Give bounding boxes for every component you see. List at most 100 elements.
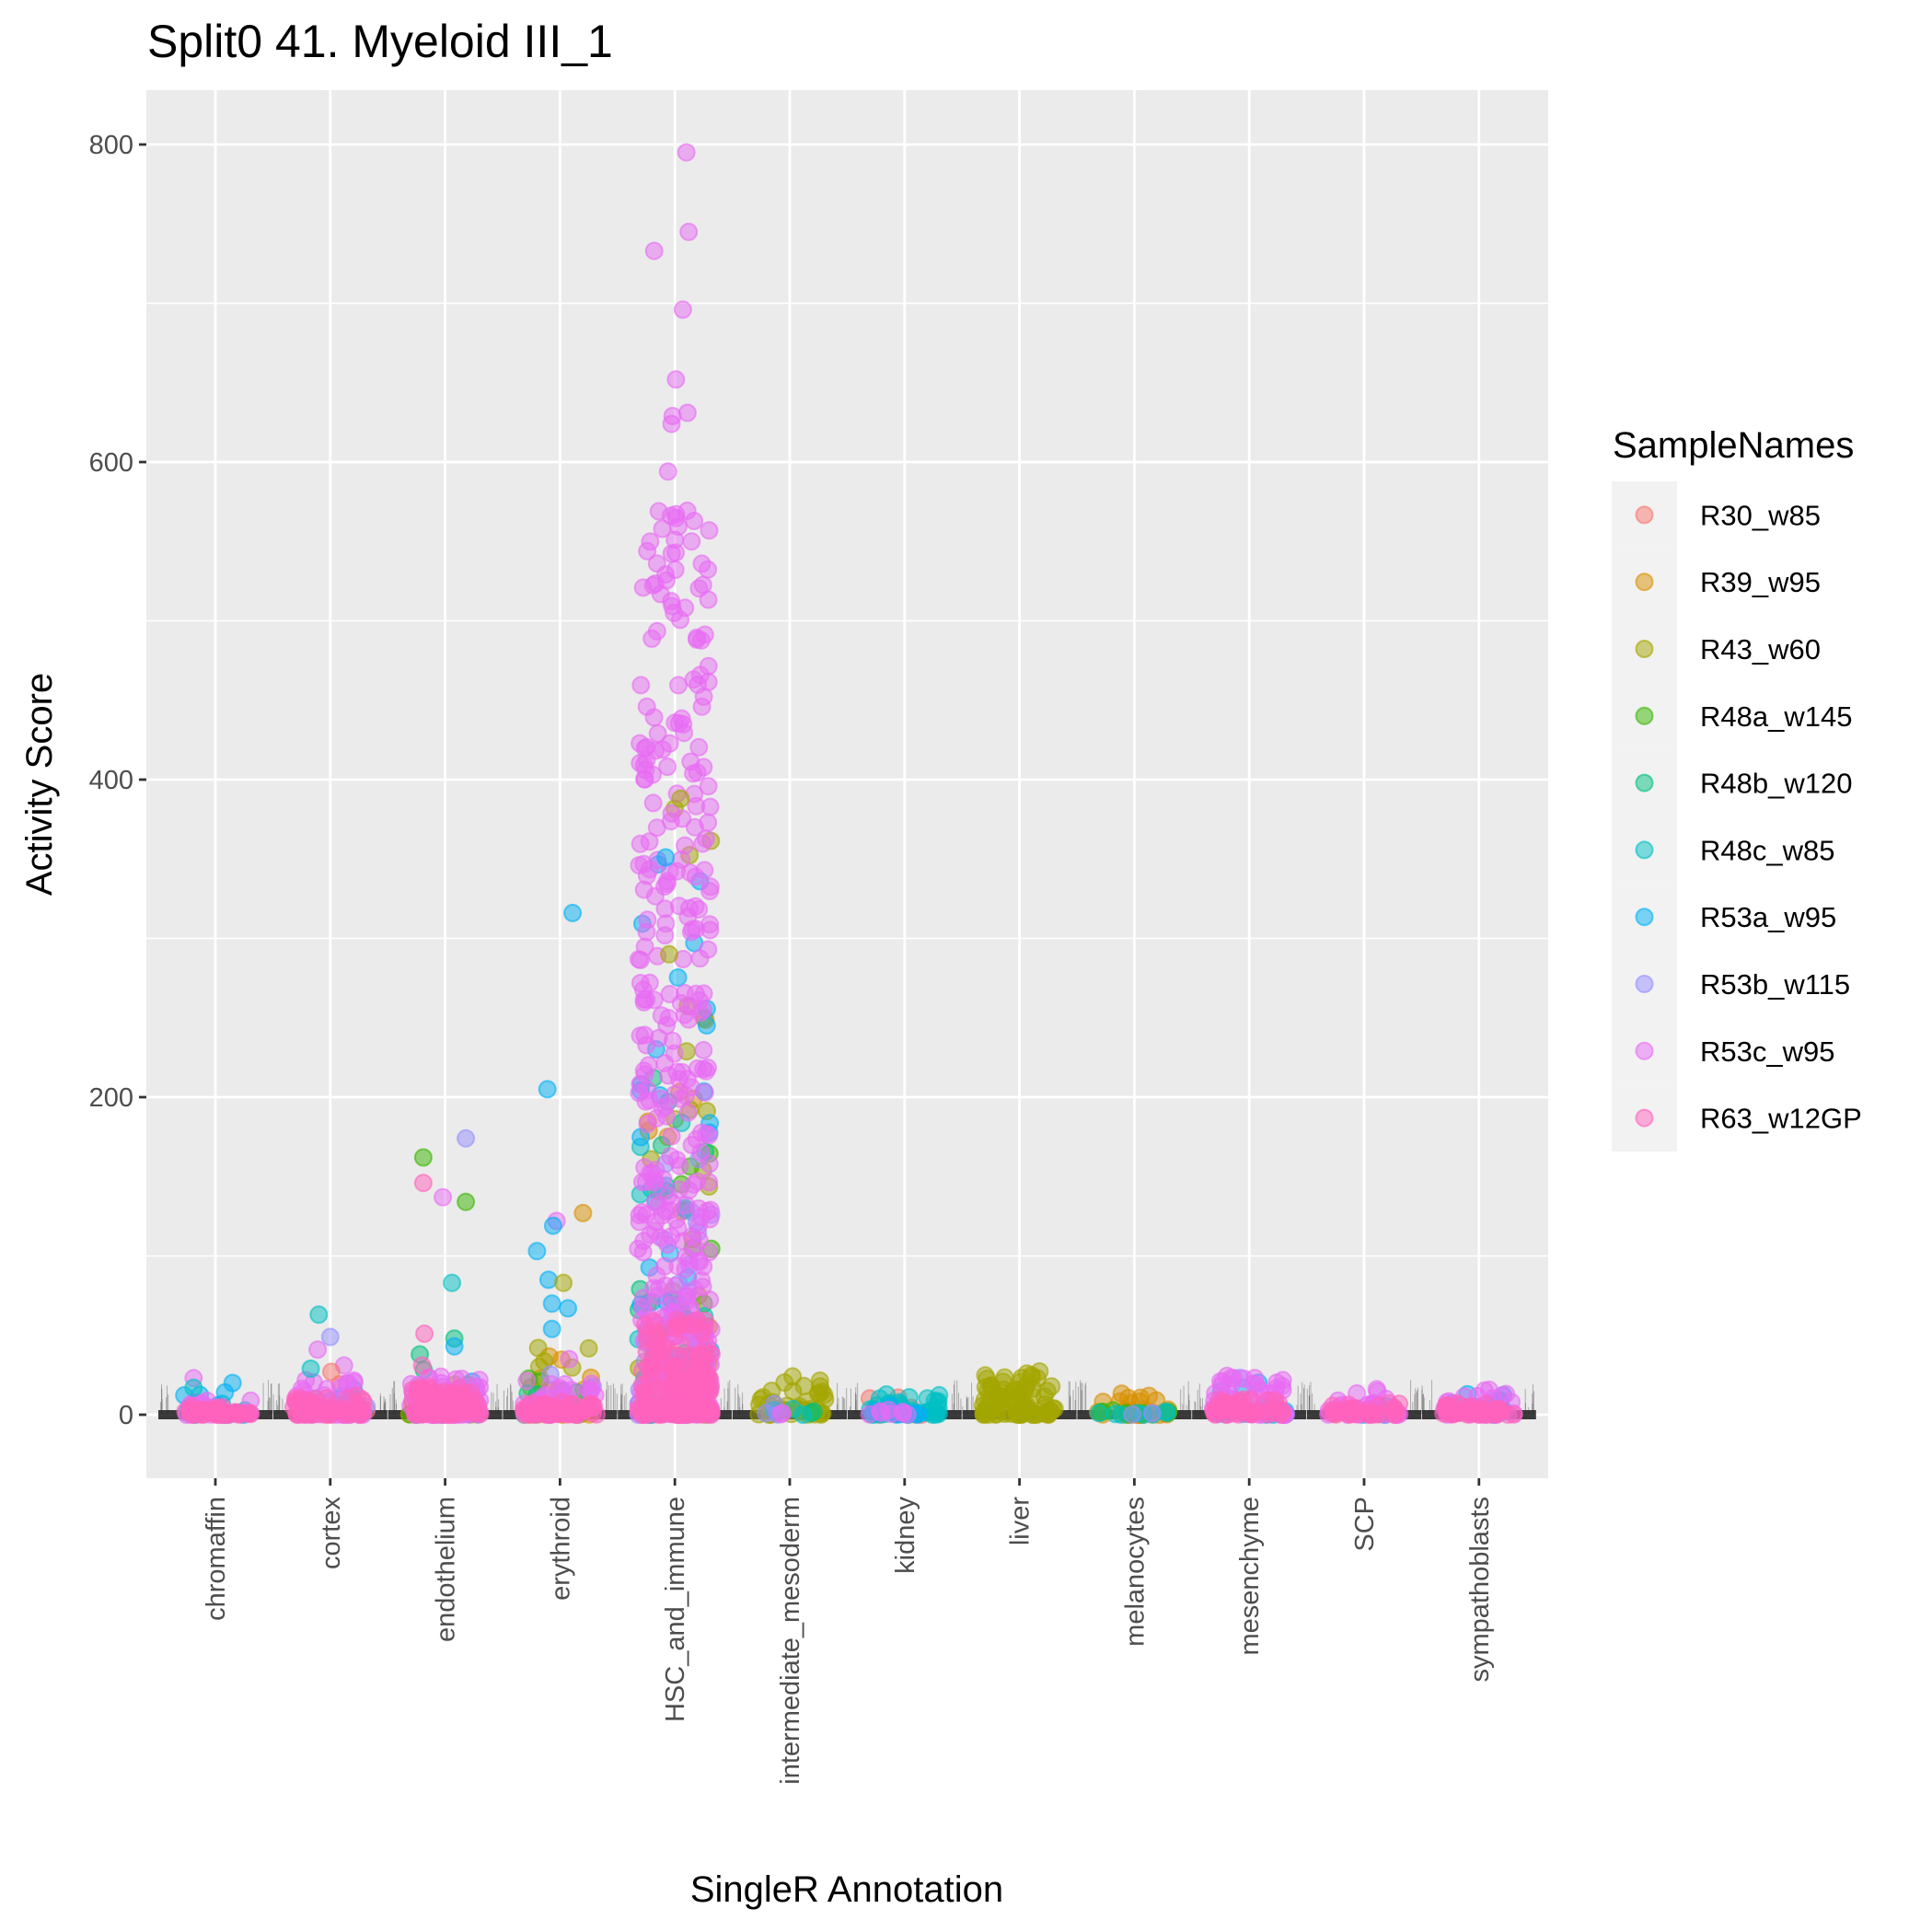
legend-key-marker	[1635, 908, 1654, 927]
data-point	[773, 1404, 792, 1423]
data-point	[535, 1394, 554, 1414]
data-point	[636, 760, 655, 780]
legend-title: SampleNames	[1613, 425, 1854, 466]
data-point	[682, 532, 701, 551]
data-point	[447, 1404, 467, 1423]
data-point	[554, 1273, 573, 1292]
data-point	[897, 1405, 917, 1424]
data-point	[631, 974, 650, 992]
x-tick-label: kidney	[891, 1497, 920, 1574]
data-point	[413, 1174, 433, 1193]
legend-key-marker	[1635, 840, 1654, 860]
data-point	[411, 1401, 430, 1420]
data-point	[1041, 1402, 1060, 1421]
data-point	[1339, 1395, 1359, 1415]
data-point	[671, 789, 690, 808]
data-point	[184, 1378, 203, 1397]
data-point	[679, 1010, 699, 1029]
legend-label: R53a_w95	[1700, 901, 1836, 933]
data-point	[647, 1267, 666, 1285]
data-point	[559, 1299, 578, 1318]
data-point	[301, 1359, 320, 1378]
data-point	[695, 1367, 714, 1386]
data-point	[647, 554, 666, 573]
data-point	[347, 1386, 366, 1406]
data-point	[642, 1368, 662, 1386]
data-point	[667, 1318, 686, 1337]
legend-label: R48b_w120	[1700, 768, 1852, 800]
data-point	[700, 1173, 719, 1192]
data-point	[658, 758, 677, 776]
data-point	[322, 1362, 341, 1382]
x-tick-label: chromaffin	[202, 1497, 231, 1621]
data-point	[1245, 1369, 1265, 1388]
data-point	[1362, 1406, 1382, 1424]
data-point	[1497, 1384, 1516, 1404]
x-tick-label: endothelium	[432, 1497, 461, 1642]
data-point	[670, 1156, 689, 1175]
data-point	[1271, 1406, 1290, 1424]
data-point	[635, 937, 654, 956]
data-point	[700, 1399, 720, 1418]
y-tick-label: 600	[89, 448, 133, 478]
data-point	[699, 777, 718, 796]
data-point	[542, 1319, 561, 1338]
data-point	[668, 968, 688, 987]
data-point	[793, 1406, 813, 1424]
x-tick-label: cortex	[317, 1497, 346, 1569]
data-point	[688, 763, 707, 782]
data-point	[563, 903, 583, 922]
data-point	[662, 1227, 681, 1246]
data-point	[517, 1371, 537, 1391]
data-point	[538, 1270, 558, 1290]
data-point	[696, 1311, 714, 1330]
legend-key-marker	[1635, 975, 1654, 993]
data-point	[309, 1305, 329, 1325]
data-point	[678, 908, 698, 926]
data-point	[314, 1405, 333, 1424]
data-point	[691, 1143, 711, 1163]
data-point	[1387, 1404, 1406, 1423]
legend-key-marker	[1635, 505, 1654, 525]
data-point	[644, 241, 664, 260]
legend-label: R53b_w115	[1700, 968, 1850, 1001]
data-point	[660, 734, 679, 753]
data-point	[677, 1086, 696, 1105]
data-point	[679, 222, 699, 241]
legend-label: R48c_w85	[1700, 834, 1834, 866]
data-point	[666, 508, 686, 527]
data-point	[672, 850, 691, 869]
data-point	[637, 697, 656, 716]
x-tick-label: mesenchyme	[1235, 1497, 1265, 1655]
data-point	[660, 944, 678, 964]
data-point	[657, 1106, 677, 1126]
legend-label: R53c_w95	[1700, 1035, 1834, 1068]
data-point	[638, 1081, 657, 1100]
data-point	[1142, 1404, 1162, 1423]
y-axis: 0 200 400 600 800	[89, 131, 146, 1430]
data-point	[634, 1232, 654, 1251]
data-point	[928, 1394, 947, 1413]
data-point	[415, 1325, 434, 1343]
data-point	[662, 414, 681, 434]
data-point	[443, 1273, 462, 1292]
data-point	[457, 1192, 476, 1211]
data-point	[634, 989, 654, 1009]
data-point	[672, 709, 691, 728]
data-point	[677, 1291, 697, 1311]
x-tick-label: erythroid	[546, 1497, 575, 1601]
data-point	[193, 1401, 213, 1420]
data-point	[223, 1373, 242, 1393]
data-point	[671, 1336, 690, 1355]
x-tick-label: HSC_and_immune	[661, 1497, 690, 1722]
data-point	[641, 532, 660, 551]
data-point	[665, 561, 685, 579]
data-point	[700, 1290, 720, 1310]
data-point	[631, 834, 650, 853]
data-point	[662, 1127, 681, 1146]
points-layer	[175, 143, 1523, 1424]
y-tick-label: 0	[119, 1401, 133, 1430]
x-tick-label: intermediate_mesoderm	[776, 1497, 805, 1785]
data-point	[1227, 1404, 1246, 1423]
